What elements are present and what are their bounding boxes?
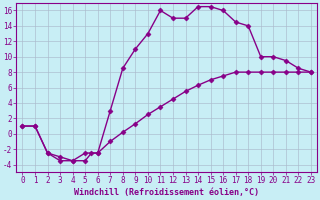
X-axis label: Windchill (Refroidissement éolien,°C): Windchill (Refroidissement éolien,°C): [74, 188, 259, 197]
